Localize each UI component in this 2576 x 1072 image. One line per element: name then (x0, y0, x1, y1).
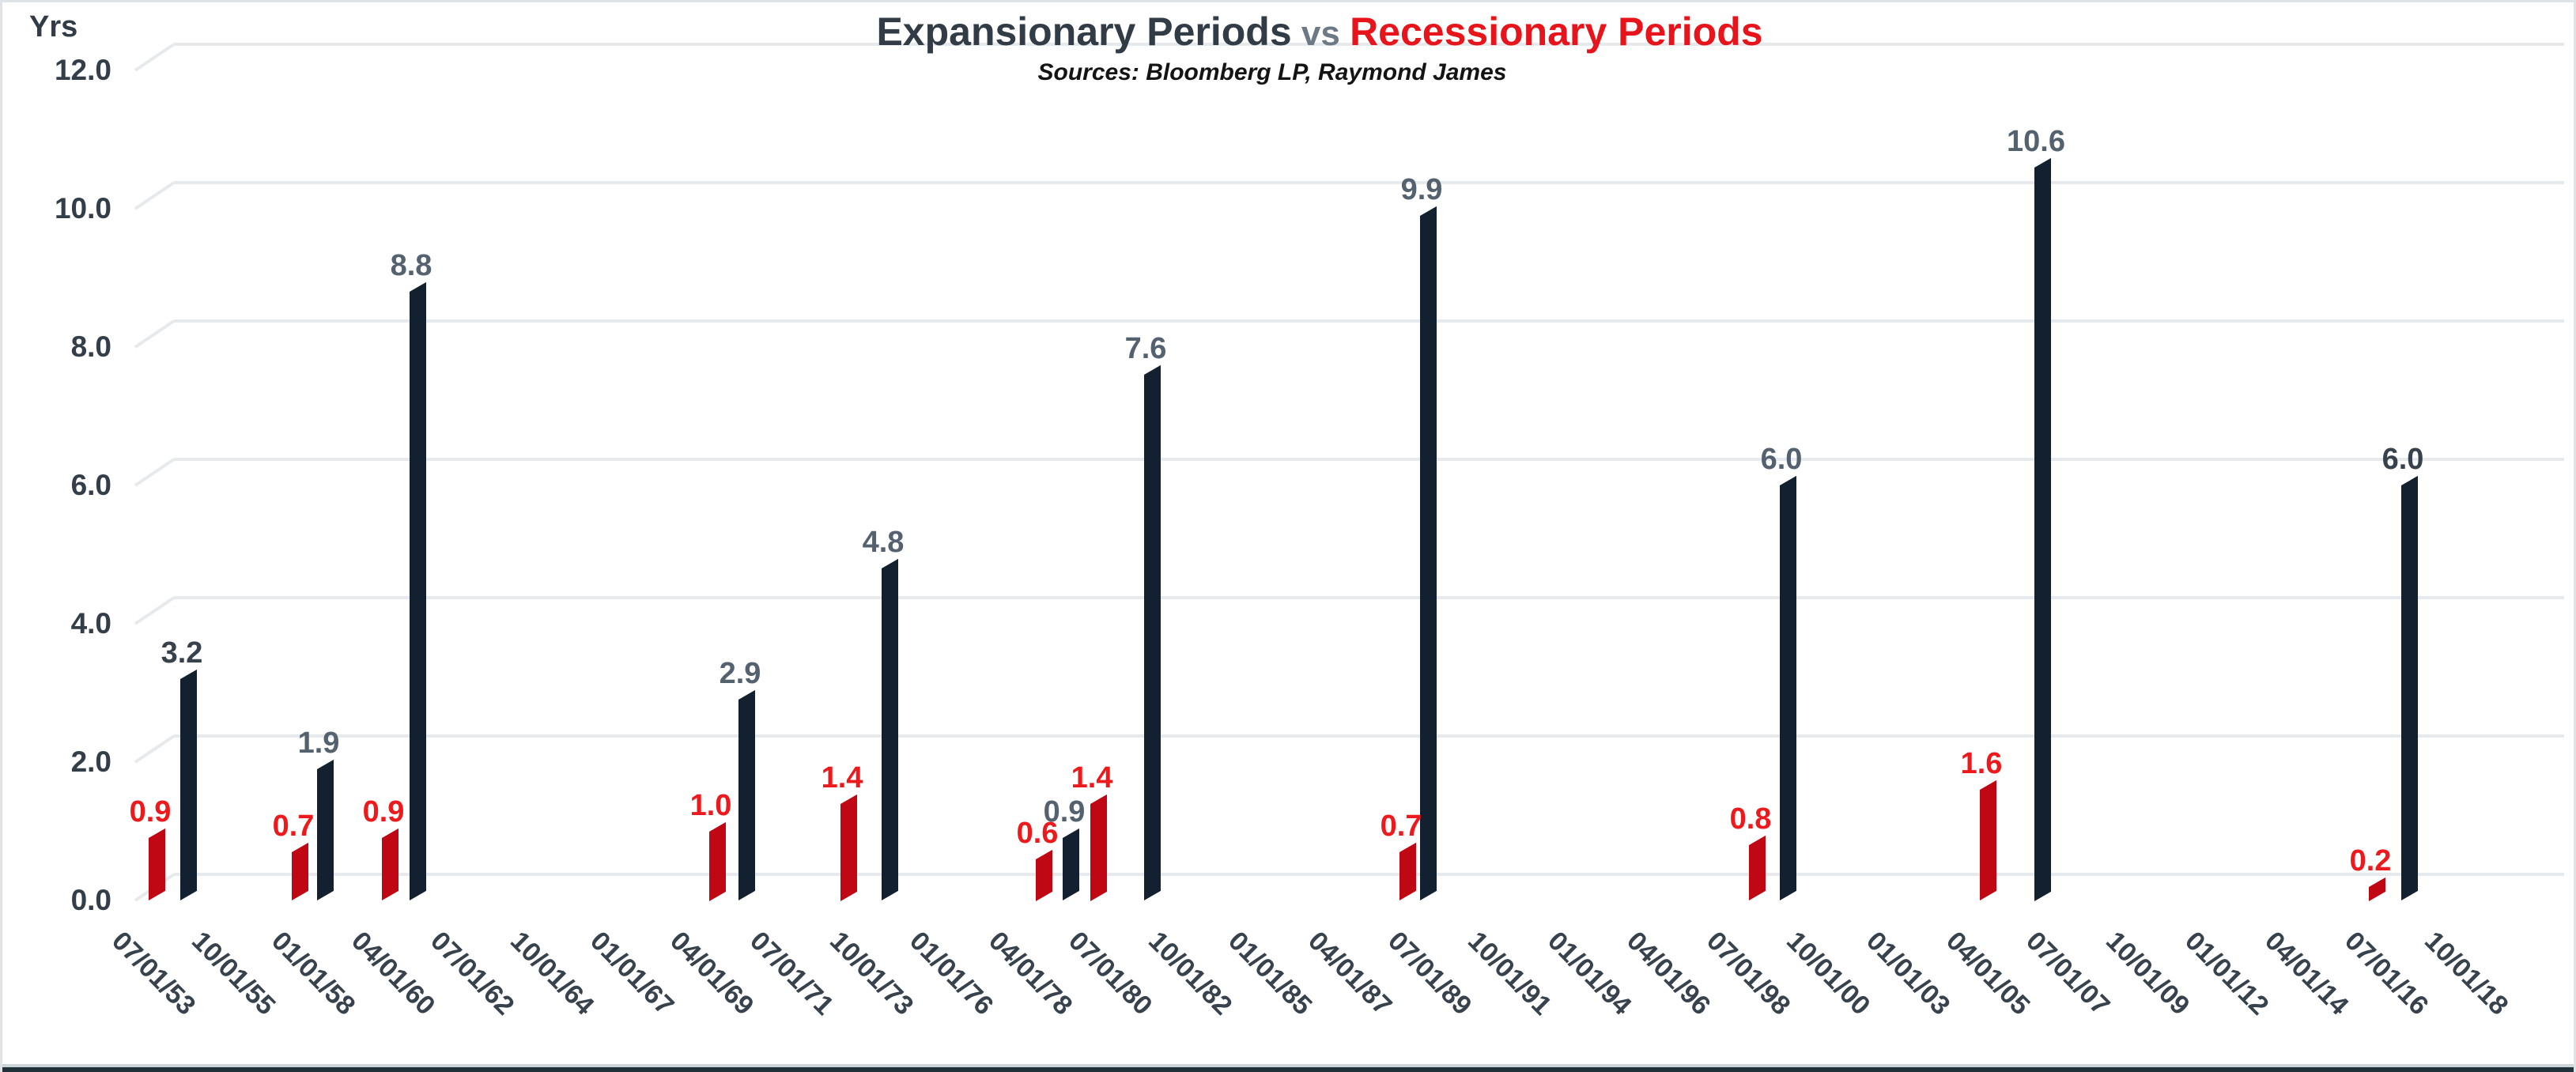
expansion-value-label: 8.8 (390, 249, 432, 282)
recession-value-label: 0.9 (362, 795, 405, 829)
chart-title: Expansionary Periods vs Recessionary Per… (66, 9, 2574, 55)
expansion-bar (738, 690, 755, 900)
recession-bar (149, 829, 165, 900)
title-separator: vs (1301, 14, 1340, 53)
expansion-bar (882, 558, 898, 900)
recession-value-label: 0.6 (1016, 816, 1059, 850)
expansion-value-label: 4.8 (862, 526, 905, 559)
gridline-depth-leader (134, 458, 176, 487)
gridline-depth-leader (134, 596, 176, 625)
recession-bar (1090, 794, 1107, 900)
window-bottom-edge (2, 1067, 2574, 1072)
y-tick-label: 10.0 (54, 192, 111, 225)
y-tick-label: 8.0 (70, 330, 111, 363)
window-bottom-divider (2, 1064, 2574, 1067)
y-tick-label: 0.0 (70, 884, 111, 916)
recession-value-label: 0.9 (129, 795, 172, 829)
recession-bar (382, 829, 398, 900)
y-tick-label: 6.0 (70, 469, 111, 501)
chart-subtitle: Sources: Bloomberg LP, Raymond James (1037, 59, 1507, 85)
recession-value-label: 1.6 (1960, 747, 2003, 780)
gridline-depth-leader (134, 43, 176, 72)
expansion-bar (410, 281, 426, 901)
y-tick-label: 12.0 (54, 54, 111, 86)
expansion-bar (1780, 475, 1796, 900)
y-axis-unit-label: Yrs (29, 10, 78, 43)
expansion-bar (2401, 475, 2418, 900)
expansion-bar (1420, 206, 1437, 901)
recession-value-label: 0.7 (272, 809, 315, 843)
gridline-depth-leader (134, 734, 176, 764)
recession-value-label: 1.4 (1071, 761, 1113, 795)
recession-bar (292, 842, 308, 900)
title-expansionary: Expansionary Periods (876, 9, 1292, 54)
recession-bar (1399, 842, 1416, 900)
recession-value-label: 0.8 (1729, 802, 1772, 836)
recession-value-label: 0.7 (1380, 809, 1422, 843)
recession-value-label: 1.4 (821, 761, 863, 795)
expansion-bar (180, 669, 197, 900)
expansion-value-label: 9.9 (1400, 172, 1443, 206)
recession-bar (1980, 779, 1996, 900)
gridline-depth-leader (134, 181, 176, 210)
expansion-value-label: 6.0 (2381, 443, 2424, 476)
recession-value-label: 1.0 (689, 788, 732, 822)
y-tick-label: 2.0 (70, 745, 111, 778)
expansion-value-label: 2.9 (719, 657, 761, 691)
expansion-bar (317, 759, 334, 900)
recession-value-label: 0.2 (2349, 844, 2392, 878)
gridline-depth-leader (134, 319, 176, 349)
recession-bar (709, 821, 726, 900)
recession-bar (840, 794, 857, 900)
chart-title-block: Expansionary Periods vs Recessionary Per… (2, 9, 2574, 86)
expansion-bar (1144, 364, 1161, 901)
expansion-bar (1063, 829, 1079, 900)
expansion-value-label: 6.0 (1760, 443, 1803, 476)
expansion-value-label: 3.2 (161, 636, 203, 670)
expansion-value-label: 1.9 (297, 726, 340, 760)
title-recessionary: Recessionary Periods (1350, 9, 1763, 54)
expansion-value-label: 0.9 (1043, 795, 1086, 829)
expansion-value-label: 7.6 (1124, 332, 1167, 365)
recession-bar (1749, 835, 1766, 900)
expansion-value-label: 10.6 (2007, 124, 2065, 158)
expansion-bar (2034, 157, 2051, 901)
y-tick-label: 4.0 (70, 607, 111, 640)
